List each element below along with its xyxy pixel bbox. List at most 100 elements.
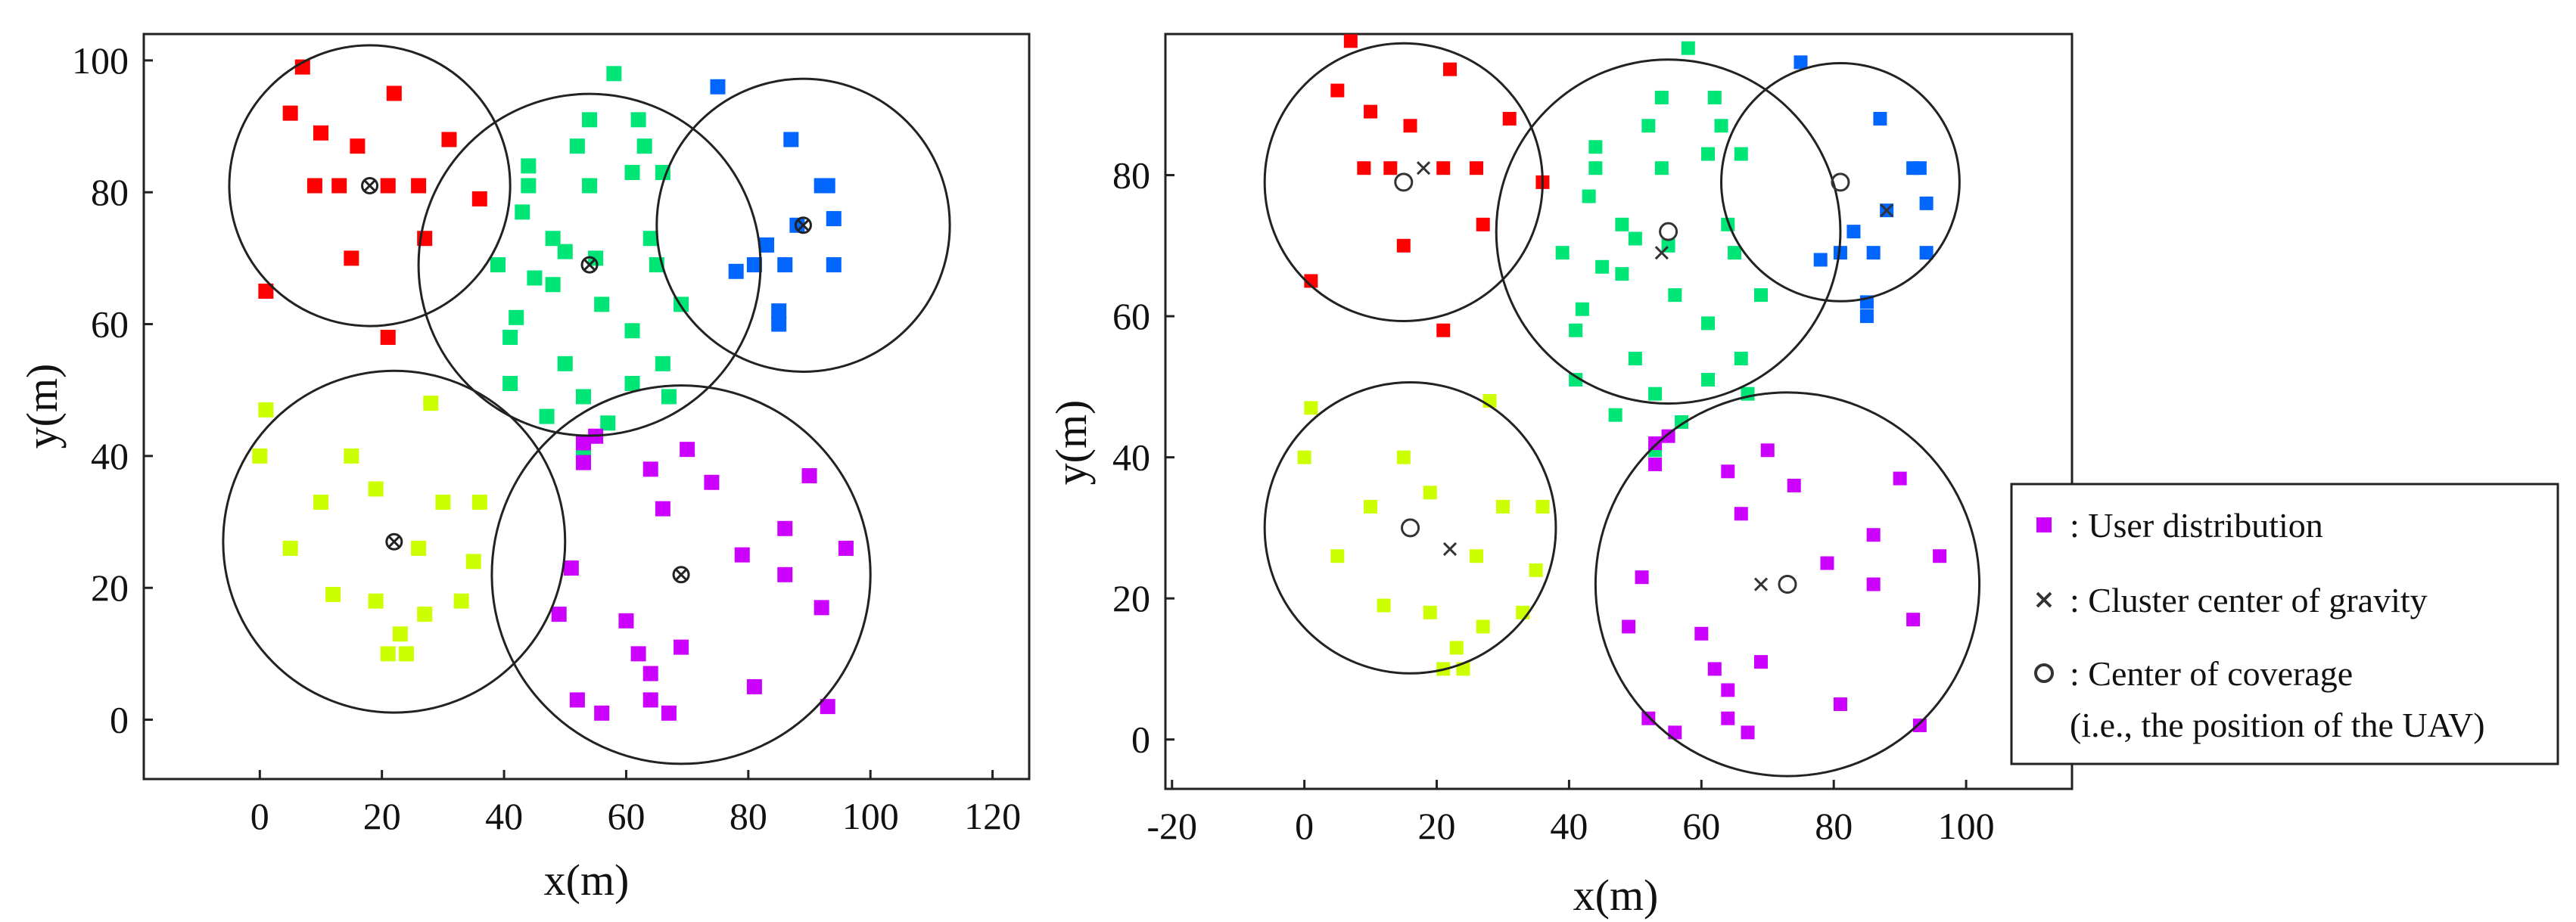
right-coverage-center-marker (1831, 172, 1850, 192)
left-point-magenta (801, 468, 817, 484)
right-coverage-center-marker (1778, 575, 1797, 594)
left-x-tick-label: 120 (964, 795, 1021, 837)
left-point-green (636, 138, 652, 154)
left-coverage-circle (417, 92, 762, 437)
left-uav-center-marker (672, 566, 690, 584)
left-point-yellow-green (398, 646, 414, 662)
left-point-yellow-green (344, 448, 359, 464)
right-coverage-circle (1263, 42, 1544, 323)
left-point-green (600, 415, 616, 431)
right-point-magenta (1721, 464, 1735, 479)
left-x-axis-label: x(m) (544, 855, 630, 905)
right-point-green (1707, 90, 1722, 104)
right-point-magenta (1933, 549, 1947, 563)
right-x-tick-label: -20 (1146, 805, 1197, 847)
left-point-red (411, 178, 427, 194)
right-point-magenta (1912, 719, 1927, 733)
right-point-green (1575, 302, 1589, 316)
left-point-green (630, 112, 646, 128)
left-scatter-chart: 0 20 40 60 80 100 120 0 20 40 60 80 100 x(m) y(m) (17, 33, 1031, 905)
left-point-blue (777, 257, 793, 273)
right-coverage-center-marker (1394, 172, 1414, 192)
right-point-red (1469, 161, 1483, 175)
right-y-axis-label: y(m) (1047, 400, 1096, 486)
left-y-tick-label: 40 (91, 435, 129, 477)
right-point-blue (1833, 246, 1847, 260)
left-point-red (313, 125, 328, 141)
left-point-magenta (630, 646, 646, 662)
left-point-green (624, 323, 640, 339)
left-point-red (386, 85, 402, 101)
left-point-blue (771, 303, 787, 319)
right-point-red (1436, 323, 1451, 337)
left-point-green (642, 231, 658, 247)
right-x-axis-label: x(m) (1573, 871, 1659, 920)
left-point-blue (826, 211, 842, 227)
left-point-red (294, 59, 310, 75)
right-point-magenta (1866, 577, 1881, 591)
left-point-green (521, 158, 537, 174)
left-y-tick-label: 80 (91, 171, 129, 213)
left-point-green (575, 389, 591, 405)
left-x-tick-label: 80 (730, 795, 767, 837)
left-point-magenta (704, 474, 720, 490)
right-point-red (1443, 62, 1458, 76)
right-point-yellow-green (1495, 499, 1510, 514)
left-point-magenta (820, 699, 835, 715)
left-point-yellow-green (423, 396, 439, 411)
legend-cross-label: : Cluster center of gravity (2070, 581, 2428, 619)
left-coverage-circle (655, 77, 951, 373)
left-point-green (502, 375, 518, 391)
right-point-magenta (1721, 683, 1735, 697)
right-point-green (1641, 119, 1656, 133)
right-point-green (1608, 408, 1622, 422)
left-point-yellow-green (411, 540, 427, 556)
legend-user-label: : User distribution (2070, 506, 2323, 545)
left-point-yellow-green (252, 448, 268, 464)
right-point-yellow-green (1469, 549, 1483, 563)
left-point-green (515, 204, 530, 220)
right-point-green (1648, 386, 1663, 401)
right-point-magenta (1741, 725, 1755, 740)
left-point-blue (820, 178, 835, 194)
left-x-tick-label: 40 (485, 795, 523, 837)
right-point-green (1555, 246, 1570, 260)
right-cluster-center-cross (1416, 161, 1431, 175)
left-point-magenta (674, 639, 689, 655)
left-point-magenta (734, 547, 750, 563)
right-point-green (1628, 231, 1642, 246)
left-y-tick-label: 60 (91, 303, 129, 346)
right-point-green (1734, 352, 1748, 366)
right-point-yellow-green (1423, 605, 1437, 619)
right-point-blue (1813, 253, 1828, 267)
right-y-tick-label: 60 (1112, 295, 1150, 337)
legend: : User distribution : Cluster center of … (2010, 483, 2559, 765)
right-x-tick-label: 40 (1550, 805, 1588, 847)
right-point-yellow-green (1297, 450, 1311, 464)
right-plot-frame (1164, 33, 2074, 790)
left-x-tick-label: 0 (250, 795, 269, 837)
left-point-green (509, 309, 524, 325)
left-point-yellow-green (258, 402, 274, 418)
right-point-magenta (1787, 478, 1801, 492)
left-point-magenta (575, 455, 591, 470)
left-point-magenta (680, 442, 695, 458)
right-point-blue (1919, 196, 1934, 210)
left-point-yellow-green (465, 554, 481, 570)
right-point-green (1668, 288, 1682, 303)
left-point-magenta (642, 461, 658, 477)
left-y-axis-label: y(m) (17, 364, 67, 449)
right-point-magenta (1734, 507, 1748, 521)
right-cluster-center-cross (1753, 577, 1769, 591)
right-point-magenta (1754, 655, 1769, 669)
right-point-green (1595, 259, 1610, 274)
right-point-magenta (1906, 613, 1921, 627)
left-point-green (502, 329, 518, 345)
right-point-green (1569, 323, 1583, 337)
left-plot-frame (142, 33, 1031, 781)
left-point-magenta (563, 560, 579, 576)
right-point-yellow-green (1330, 549, 1345, 563)
left-uav-center-marker (580, 256, 599, 274)
legend-circle-label-2: (i.e., the position of the UAV) (2070, 706, 2485, 744)
right-coverage-center-marker (1659, 222, 1678, 241)
